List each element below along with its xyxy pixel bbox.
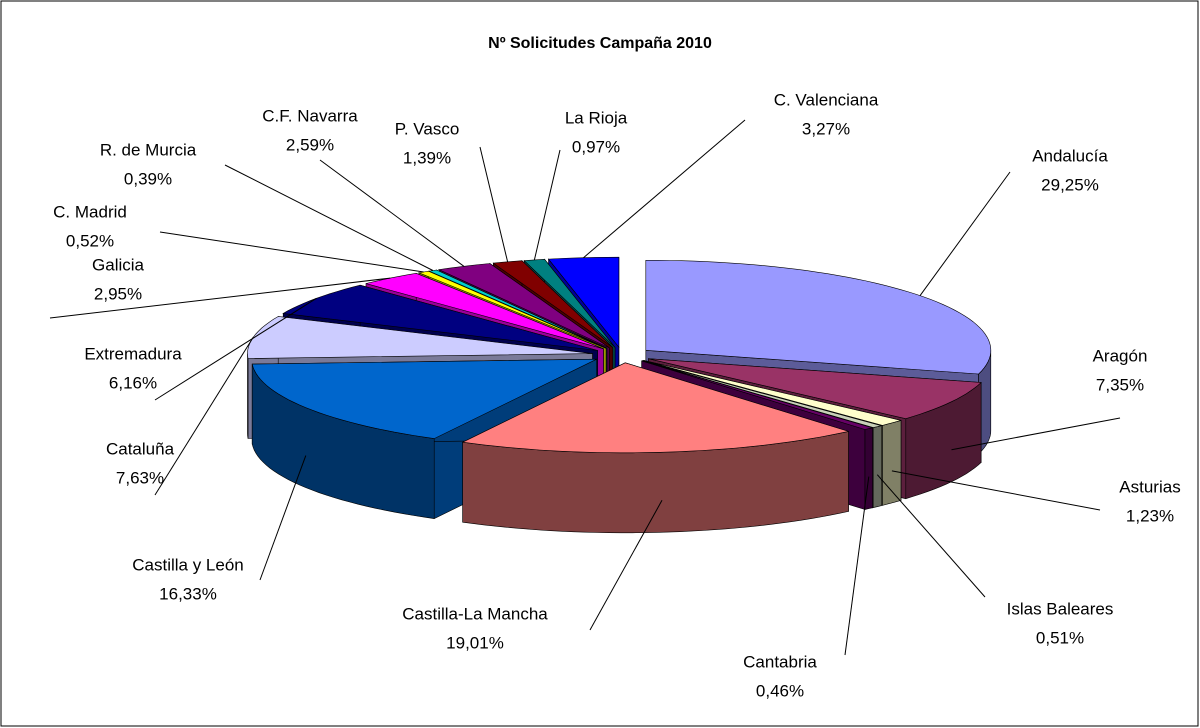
data-label-name: Castilla-La Mancha [402,604,548,623]
slice-side [872,425,882,508]
leader-line [259,455,307,581]
data-label-value: 0,97% [572,137,620,156]
data-label-name: C. Madrid [53,202,127,221]
data-label-name: Castilla y León [132,555,244,574]
data-label-value: 19,01% [446,633,504,652]
data-label-value: 6,16% [109,373,157,392]
slice [461,362,849,454]
slice [642,360,883,428]
leader-line [154,297,317,401]
data-label-value: 1,23% [1126,506,1174,525]
leader-line [319,159,465,267]
data-label-name: La Rioja [565,108,628,127]
slice-side [247,353,249,439]
leader-line [154,336,254,496]
leader-line [891,470,1101,511]
leader-line [589,500,663,631]
leader-line [919,171,1011,296]
data-label-name: Islas Baleares [1007,599,1114,618]
data-label-value: 0,52% [66,231,114,250]
leader-line [844,476,870,656]
data-label-value: 2,95% [94,284,142,303]
data-label-name: Cantabria [743,652,817,671]
slice [648,358,982,420]
leader-line [159,231,424,273]
data-label-name: Cataluña [106,439,175,458]
data-label-value: 1,39% [403,148,451,167]
data-label-name: Extremadura [84,344,182,363]
data-label-name: C. Valenciana [774,90,879,109]
leader-line [479,146,509,262]
leader-line [951,417,1121,451]
data-label-value: 0,51% [1036,628,1084,647]
slice [641,360,873,430]
data-label-value: 2,59% [286,135,334,154]
data-label-value: 0,46% [756,681,804,700]
leader-line [583,119,746,259]
slice [251,358,597,439]
data-label-value: 0,39% [124,169,172,188]
data-label-value: 7,35% [1096,375,1144,394]
data-label-name: Aragón [1093,346,1148,365]
pie-tops [247,256,992,454]
data-label-name: Galicia [92,255,145,274]
slice [437,263,610,349]
data-label-value: 7,63% [116,468,164,487]
leader-line [876,474,986,598]
data-label-name: Andalucía [1032,146,1108,165]
slice [645,260,992,375]
data-label-value: 16,33% [159,584,217,603]
chart-title: Nº Solicitudes Campaña 2010 [488,35,712,52]
data-label-name: P. Vasco [395,119,460,138]
data-label-name: C.F. Navarra [262,106,358,125]
leader-line [533,149,561,261]
data-label-name: R. de Murcia [100,140,197,159]
slice-side [882,420,902,506]
leader-line [49,277,391,319]
data-label-name: Asturias [1119,477,1180,496]
slice [643,360,902,426]
leader-line [224,164,434,271]
data-label-value: 29,25% [1041,175,1099,194]
data-label-value: 3,27% [802,119,850,138]
